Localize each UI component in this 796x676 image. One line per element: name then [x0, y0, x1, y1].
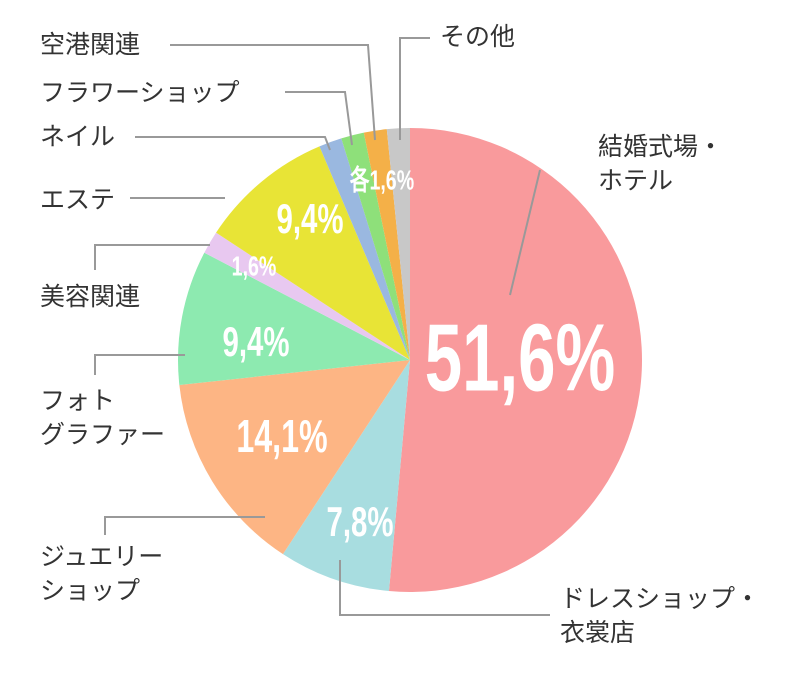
leader-line — [170, 44, 376, 141]
leader-line — [94, 244, 210, 270]
leader-line — [509, 169, 541, 296]
category-label: ジュエリー ショップ — [40, 542, 164, 605]
value-label-group: 1,6% — [232, 251, 277, 282]
value-label-group: 9,4% — [276, 195, 343, 243]
pie-slice — [216, 146, 410, 360]
value-label-group: 9,4% — [222, 318, 289, 366]
leader-line — [104, 516, 265, 535]
pie-slice — [341, 132, 410, 360]
category-label: エステ — [40, 185, 116, 214]
leader-line — [285, 91, 353, 146]
value-label: 14,1% — [236, 412, 327, 463]
value-label: 7,8% — [326, 498, 393, 546]
pie-slice — [319, 138, 410, 360]
pie-slice — [282, 360, 410, 592]
pie-slice — [363, 129, 410, 360]
value-label-group: 14,1% — [236, 412, 327, 463]
category-label: その他 — [440, 22, 516, 51]
pie-slice — [388, 128, 642, 592]
pie-slice — [386, 128, 410, 360]
category-label: ドレスショップ・ 衣裳店 — [560, 584, 761, 647]
leader-line — [135, 136, 331, 151]
leader-line — [94, 354, 185, 375]
category-label: ネイル — [40, 122, 116, 151]
category-label: 美容関連 — [40, 282, 141, 311]
value-label-group: 7,8% — [326, 498, 393, 546]
value-label-group: 51,6% — [425, 303, 616, 411]
value-label: 各1,6% — [349, 164, 414, 196]
value-label-group: 各1,6% — [349, 164, 414, 196]
value-label: 9,4% — [276, 195, 343, 243]
category-label: 結婚式場・ ホテル — [598, 132, 724, 195]
value-label: 9,4% — [222, 318, 289, 366]
value-label: 1,6% — [232, 251, 277, 282]
pie-slice — [178, 252, 410, 386]
category-label: 空港関連 — [40, 30, 141, 59]
pie-slice — [179, 360, 410, 555]
value-label: 51,6% — [425, 303, 616, 411]
leader-line — [339, 560, 550, 616]
category-label: フラワーショップ — [40, 78, 240, 107]
pie-slice — [204, 232, 410, 360]
leader-line — [399, 37, 430, 140]
category-label: フォト グラファー — [40, 386, 166, 449]
